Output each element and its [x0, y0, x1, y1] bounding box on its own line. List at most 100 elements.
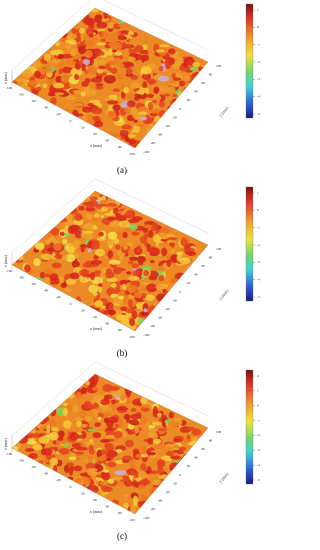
surface-blob	[139, 116, 148, 121]
surface-blob	[71, 28, 78, 34]
surface-blob	[150, 223, 159, 231]
colorbar-tick-label: -1	[257, 418, 260, 422]
surface-blob	[155, 283, 167, 291]
surface-blob	[80, 91, 87, 97]
colorbar	[245, 3, 254, 119]
surface-blob	[149, 247, 161, 256]
surface-blob	[158, 275, 165, 282]
colorbar	[245, 369, 254, 485]
y-tick-label: -100	[143, 150, 150, 154]
surface-blob	[46, 424, 51, 434]
surface-blob	[120, 306, 128, 312]
surface-blob	[116, 480, 125, 486]
surface-blob	[109, 303, 114, 312]
surface-blob	[55, 41, 60, 47]
surface-blob	[139, 397, 148, 405]
surface-blob	[48, 431, 59, 441]
surface-blob	[101, 472, 111, 481]
surface-blob	[24, 264, 31, 273]
surface-blob	[173, 77, 182, 81]
surface-blob	[117, 390, 125, 396]
surface-blob	[98, 283, 103, 287]
surface-blob	[127, 117, 135, 122]
surface-edge	[11, 190, 209, 332]
surface-blob	[161, 247, 168, 257]
colorbar-tick-label: -4	[257, 463, 260, 467]
x-axis-label: x (mm)	[90, 326, 103, 331]
surface-blob	[88, 447, 95, 455]
surface-blob	[74, 417, 85, 422]
surface-blob	[101, 305, 106, 309]
surface-blob	[78, 113, 83, 117]
surface-blob	[146, 127, 152, 135]
y-tick-label: 60	[201, 81, 205, 85]
surface-blob	[112, 104, 121, 111]
surface-blob	[51, 262, 62, 269]
surface-blob	[72, 89, 81, 95]
surface-blob	[84, 119, 96, 125]
surface-blob	[135, 123, 146, 127]
surface-blob	[147, 78, 156, 85]
surface-blob	[110, 282, 117, 288]
surface-blob	[108, 259, 121, 265]
colorbar-tick-label: 1	[257, 8, 259, 12]
surface-blob	[150, 470, 159, 475]
surface-blob	[85, 207, 96, 212]
surface-blob	[101, 17, 110, 22]
surface-blob	[121, 124, 132, 130]
y-tick-label: 20	[187, 281, 191, 285]
surface-blob	[43, 53, 52, 62]
surface-blob	[46, 59, 55, 63]
x-tick-label: -20	[56, 295, 61, 299]
surface-blob	[150, 109, 160, 114]
surface-blob	[107, 231, 118, 240]
surface-blob	[157, 466, 164, 475]
surface-blob	[92, 432, 102, 439]
surface-blob	[99, 398, 110, 405]
surface-blob	[63, 420, 72, 429]
surface-blob	[66, 476, 74, 481]
axis-line	[94, 178, 209, 234]
surface-blob	[157, 413, 162, 417]
surface-blob	[122, 459, 130, 464]
surface-blob	[126, 271, 132, 275]
surface-blob	[81, 63, 87, 72]
surface-blob	[126, 284, 138, 293]
surface-blob	[73, 465, 83, 472]
surface-blob	[162, 288, 167, 293]
surface-blob	[84, 415, 93, 422]
surface-blob	[186, 251, 197, 256]
surface-blob	[69, 432, 79, 441]
surface-blob	[57, 437, 63, 441]
colorbar-tick-label: -2	[257, 60, 260, 64]
surface-blob	[83, 17, 96, 26]
surface-blob	[38, 419, 47, 425]
surface-blob	[92, 115, 100, 121]
x-tick-label: 40	[93, 132, 97, 136]
surface-blob	[159, 44, 170, 48]
surface-blob	[64, 44, 72, 49]
surface-blob	[94, 422, 101, 427]
z-axis-label: z (mm)	[3, 438, 8, 450]
surface-blob	[171, 288, 178, 298]
surface-blob	[74, 103, 84, 107]
y-tick-label: 0	[180, 290, 182, 294]
surface-blob	[40, 458, 51, 463]
surface-blob	[42, 83, 48, 88]
surface-blob	[123, 244, 128, 251]
surface-blob	[130, 82, 141, 90]
surface-blob	[108, 309, 116, 316]
surface-blob	[136, 90, 141, 95]
surface-blob	[75, 296, 82, 304]
colorbar-tick-label: 1	[257, 389, 259, 393]
surface-blob	[99, 480, 104, 486]
colorbar-tick-label: -5	[257, 478, 260, 482]
surface-blob	[130, 407, 137, 412]
surface-blob	[168, 86, 176, 93]
surface-blob	[138, 87, 146, 95]
surface-blob	[171, 73, 176, 79]
surface-blob	[172, 80, 177, 84]
surface-blob	[114, 423, 120, 428]
surface-blob	[158, 460, 165, 468]
surface-blob	[87, 454, 93, 464]
